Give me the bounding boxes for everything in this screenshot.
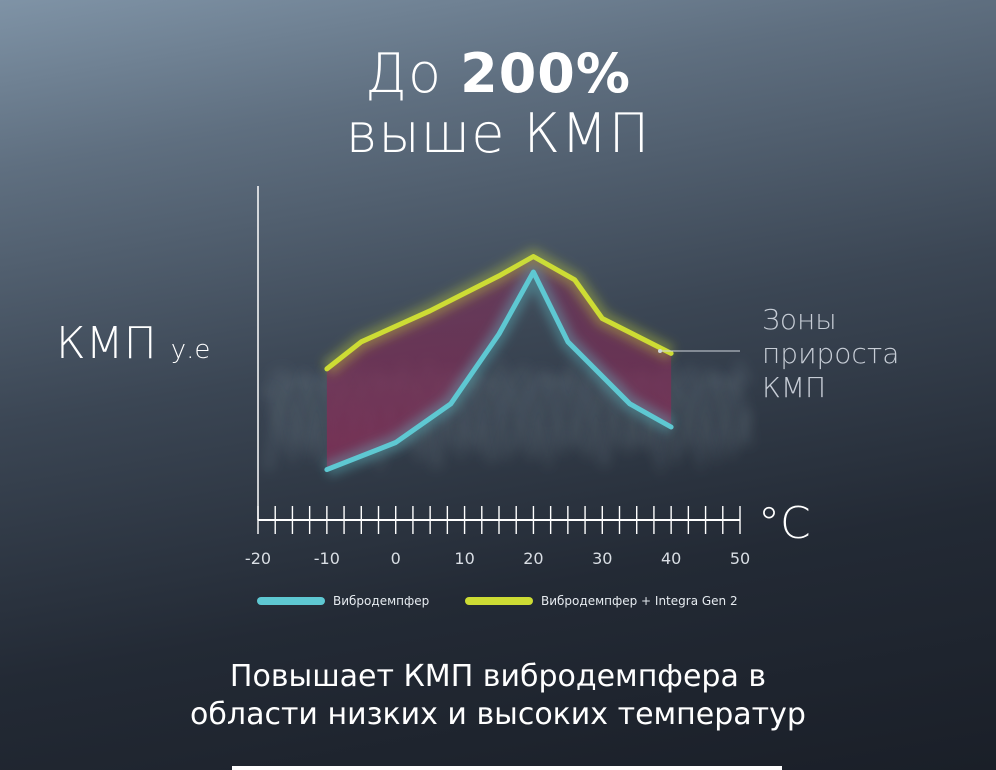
legend-label-base: Вибродемпфер — [333, 594, 430, 608]
legend-item-integra: Вибродемпфер + Integra Gen 2 — [465, 592, 738, 610]
x-tick-label: 0 — [391, 549, 401, 568]
x-tick-label: 30 — [592, 549, 612, 568]
legend-label-integra: Вибродемпфер + Integra Gen 2 — [541, 594, 738, 608]
subtitle-line-2: области низких и высоких температур — [190, 697, 806, 732]
subtitle-line-1: Повышает КМП вибродемпфера в — [229, 659, 767, 694]
zones-pointer-dot — [658, 349, 662, 353]
x-tick-label: 40 — [661, 549, 681, 568]
y-axis-label-unit: у.е — [170, 335, 211, 365]
legend-swatch-integra — [465, 597, 533, 605]
headline-line-1: До 200% — [0, 44, 996, 104]
zones-line-3: КМП — [762, 371, 827, 404]
x-axis-unit-label: °C — [758, 498, 811, 549]
headline-line-2: выше КМП — [345, 102, 651, 165]
subtitle: Повышает КМП вибродемпфера в области низ… — [0, 658, 996, 734]
x-tick-label: -10 — [314, 549, 340, 568]
legend-item-base: Вибродемпфер — [257, 592, 429, 610]
axes: -20 -10 0 10 20 30 40 50 — [245, 186, 750, 568]
headline-emphasis: 200% — [460, 42, 631, 105]
x-tick-label: 10 — [454, 549, 474, 568]
plot-area — [321, 248, 676, 478]
y-axis-label-main: КМП — [56, 318, 171, 369]
legend-swatch-base — [257, 597, 325, 605]
x-tick-label: 50 — [730, 549, 750, 568]
y-axis-label: КМП у.е — [56, 318, 210, 369]
bottom-divider — [232, 766, 782, 770]
series-line-2 — [324, 254, 674, 372]
zones-line-1: Зоны — [762, 303, 837, 336]
gain-zone-area — [326, 256, 672, 470]
series-line-1 — [324, 269, 674, 473]
gain-zones-annotation: Зоны прироста КМП — [762, 303, 899, 405]
x-tick-label: -20 — [245, 549, 271, 568]
headline-prefix: До — [365, 42, 461, 105]
zones-line-2: прироста — [762, 337, 900, 370]
x-tick-label: 20 — [523, 549, 543, 568]
